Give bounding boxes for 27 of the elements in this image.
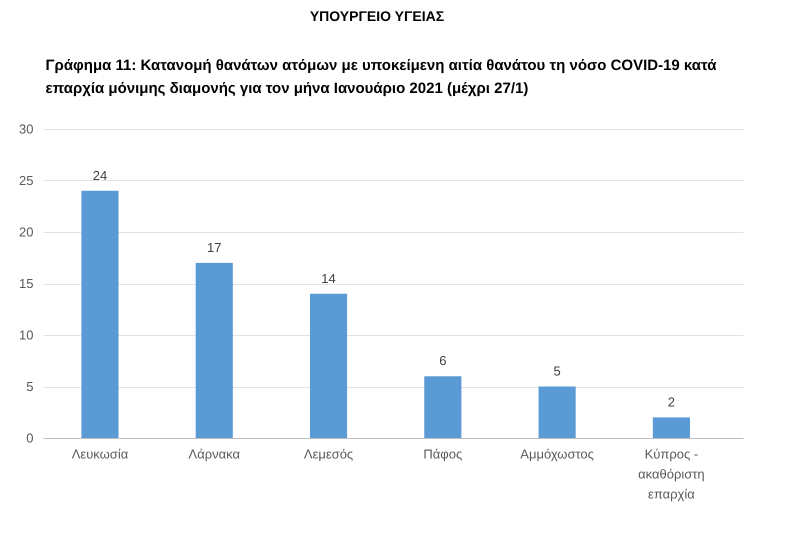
- bar: [538, 386, 576, 438]
- data-label: 14: [321, 270, 336, 286]
- data-label: 6: [439, 353, 446, 368]
- y-tick-label: 25: [19, 173, 34, 188]
- x-tick-label: Πάφος: [423, 446, 462, 462]
- bar: [81, 190, 119, 438]
- x-tick-label: Λευκωσία: [72, 446, 129, 462]
- data-label: 5: [553, 364, 561, 378]
- text: ΥΠΟΥΡΓΕΙΟ ΥΓΕΙΑΣ: [308, 8, 446, 24]
- data-label: 24: [92, 168, 108, 183]
- bar: [310, 294, 348, 438]
- x-tick-label: Λεμεσός: [304, 446, 354, 462]
- data-label: 17: [207, 240, 222, 255]
- y-tick-label: 15: [19, 276, 34, 291]
- x-tick-label: Κύπρος - ακαθόριστη επαρχία: [638, 446, 705, 502]
- x-tick-label: Αμμόχωστος: [520, 446, 594, 462]
- data-label: 2: [668, 394, 676, 410]
- bar: [196, 262, 233, 438]
- y-tick-label: 5: [26, 379, 34, 394]
- y-tick-label: 0: [26, 430, 34, 446]
- x-tick-label: Λάρνακα: [188, 446, 240, 462]
- y-tick-label: 30: [19, 122, 34, 136]
- bar: [652, 417, 690, 438]
- y-tick-label: 10: [19, 328, 34, 342]
- chart-title: Γράφημα 11: Κατανομή θανάτων ατόμων με υποκείμενη αιτία θανάτου τη νόσο COVID-19 κατά επαρχία μόνιμης διαμονής για τον μήνα Ιανουάριο 2021 (μέχρι 27/1): [46, 57, 718, 97]
- bar: [424, 376, 462, 438]
- y-tick-label: 20: [19, 224, 34, 240]
